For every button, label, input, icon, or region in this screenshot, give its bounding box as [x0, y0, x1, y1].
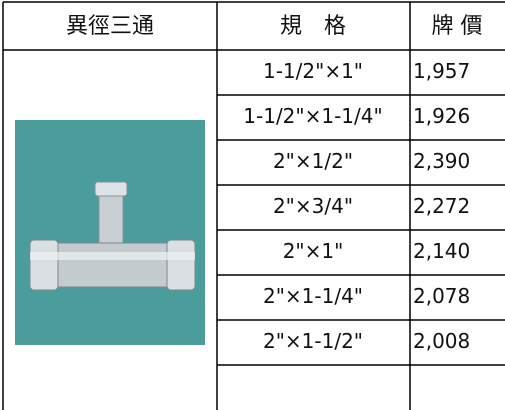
- header-cell: 牌 價: [432, 14, 483, 39]
- spec-cell: 2"×1": [283, 239, 344, 263]
- header-cell: 異徑三通: [66, 14, 154, 39]
- spec-cell: 2"×1/2": [273, 149, 353, 173]
- header-cell: 規 格: [280, 14, 346, 39]
- pipe-branch: [98, 189, 124, 246]
- price-cell: 2,272: [413, 194, 470, 218]
- price-cell: 2,390: [413, 149, 470, 173]
- price-cell: 1,926: [413, 104, 470, 128]
- spec-cell: 1-1/2"×1": [263, 59, 363, 83]
- pipe-end: [166, 239, 196, 291]
- product-image: [15, 120, 205, 345]
- price-cell: 2,078: [413, 284, 470, 308]
- spec-cell: 2"×1-1/2": [263, 329, 363, 353]
- price-cell: 2,008: [413, 329, 470, 353]
- pipe-branch-end: [94, 181, 128, 197]
- spec-cell: 2"×3/4": [273, 194, 353, 218]
- spec-cell: 2"×1-1/4": [263, 284, 363, 308]
- pipe-end: [29, 239, 59, 291]
- pipe-highlight: [30, 252, 195, 260]
- price-cell: 2,140: [413, 239, 470, 263]
- spec-cell: 1-1/2"×1-1/4": [243, 104, 382, 128]
- price-cell: 1,957: [413, 59, 470, 83]
